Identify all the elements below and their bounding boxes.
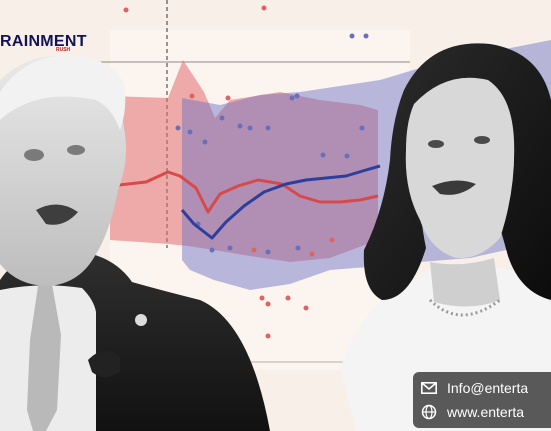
red-series-line <box>109 170 379 214</box>
brand-logo: RAINMENT <box>0 33 87 53</box>
poll-dots-red <box>123 5 335 339</box>
contact-website-row[interactable]: www.enterta <box>421 400 551 424</box>
left-person-figure <box>0 55 270 431</box>
blue-series-line <box>180 164 381 240</box>
contact-email-row[interactable]: Info@enterta <box>421 376 551 400</box>
contact-panel: Info@enterta www.enterta <box>413 372 551 428</box>
envelope-icon <box>421 380 437 396</box>
globe-icon <box>421 404 437 420</box>
red-uncertainty-band <box>110 60 378 262</box>
brand-name: RAINMENT <box>0 33 87 50</box>
brand-tagline: RUSH <box>56 47 71 53</box>
contact-email-text[interactable]: Info@enterta <box>447 380 529 396</box>
contact-website-text[interactable]: www.enterta <box>447 404 525 420</box>
poll-dots <box>175 33 369 255</box>
